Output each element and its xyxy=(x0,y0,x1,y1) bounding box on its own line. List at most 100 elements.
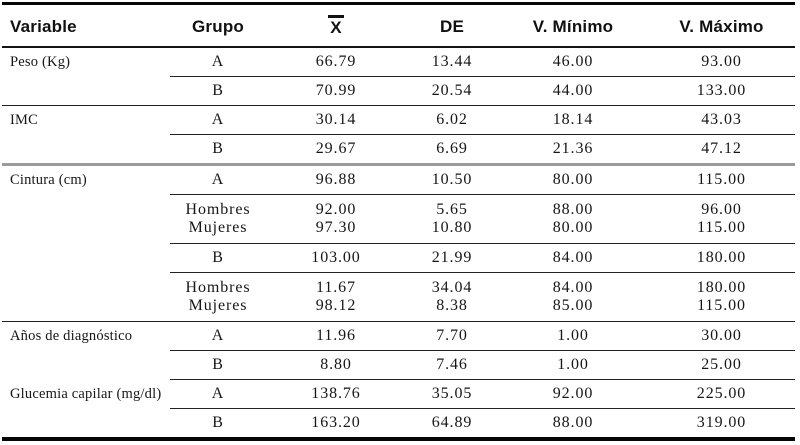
cell-grupo: A xyxy=(170,47,266,77)
cell-mean: 98.12 xyxy=(266,297,406,322)
cell-variable xyxy=(2,134,170,166)
cell-vmax: 319.00 xyxy=(696,414,747,431)
x-bar-symbol: X xyxy=(328,15,344,36)
cell-vmin: 1.00 xyxy=(498,350,648,380)
table-row: Hombres 11.67 34.04 84.00 180.00 xyxy=(2,273,795,298)
cell-mean: 8.80 xyxy=(266,350,406,380)
cell-variable: Años de diagnóstico xyxy=(10,328,133,345)
cell-grupo: Hombres xyxy=(185,201,251,218)
cell-de: 35.05 xyxy=(406,379,498,409)
cell-vmin: 84.00 xyxy=(552,279,594,296)
table-row: B 70.99 20.54 44.00 133.00 xyxy=(2,76,795,106)
table-header: Variable Grupo X DE V. Mínimo V. Máximo xyxy=(2,3,795,48)
cell-vmin: 88.00 xyxy=(552,201,594,218)
cell-mean: 11.96 xyxy=(266,321,406,351)
cell-mean: 96.88 xyxy=(266,164,406,195)
cell-mean: 92.00 xyxy=(315,201,357,218)
cell-mean: 30.14 xyxy=(266,105,406,135)
cell-variable xyxy=(2,351,170,380)
cell-vmin: 21.36 xyxy=(498,134,648,166)
table-row: Mujeres 98.12 8.38 85.00 115.00 xyxy=(2,297,795,322)
cell-grupo: A xyxy=(170,379,266,409)
cell-mean: 103.00 xyxy=(266,243,406,273)
cell-variable xyxy=(2,244,170,273)
cell-de: 5.65 xyxy=(436,201,468,218)
table-row: IMC A 30.14 6.02 18.14 43.03 xyxy=(2,105,795,135)
table-row: B 163.20 64.89 88.00 319.00 xyxy=(2,409,795,440)
col-header-vmax: V. Máximo xyxy=(648,3,795,48)
col-header-mean: X xyxy=(266,3,406,48)
cell-mean: 97.30 xyxy=(266,219,406,244)
cell-variable xyxy=(2,409,170,440)
cell-vmax: 225.00 xyxy=(648,379,795,409)
cell-de: 64.89 xyxy=(431,414,473,431)
cell-de: 7.46 xyxy=(406,350,498,380)
cell-vmin: 18.14 xyxy=(498,105,648,135)
cell-grupo: B xyxy=(170,243,266,273)
header-row: Variable Grupo X DE V. Mínimo V. Máximo xyxy=(2,3,795,48)
cell-variable: IMC xyxy=(10,112,38,129)
cell-vmin: 80.00 xyxy=(498,219,648,244)
cell-grupo: Hombres xyxy=(185,279,251,296)
cell-vmin: 85.00 xyxy=(498,297,648,322)
table-row: B 8.80 7.46 1.00 25.00 xyxy=(2,350,795,380)
cell-variable: Peso (Kg) xyxy=(10,54,71,71)
table-row: Peso (Kg) A 66.79 13.44 46.00 93.00 xyxy=(2,47,795,77)
table-row: B 103.00 21.99 84.00 180.00 xyxy=(2,243,795,273)
stats-table: Variable Grupo X DE V. Mínimo V. Máximo … xyxy=(2,2,795,441)
cell-de: 34.04 xyxy=(431,279,473,296)
cell-grupo: B xyxy=(170,76,266,106)
cell-vmax: 30.00 xyxy=(648,321,795,351)
cell-vmax: 133.00 xyxy=(648,76,795,106)
cell-grupo: Mujeres xyxy=(170,219,266,244)
cell-de: 10.50 xyxy=(406,164,498,195)
cell-vmax: 25.00 xyxy=(648,350,795,380)
cell-mean: 66.79 xyxy=(266,47,406,77)
cell-vmax: 115.00 xyxy=(648,164,795,195)
cell-de: 6.69 xyxy=(406,134,498,166)
cell-grupo: A xyxy=(170,105,266,135)
cell-vmax: 115.00 xyxy=(648,219,795,244)
cell-variable xyxy=(2,76,170,106)
cell-vmin: 88.00 xyxy=(552,414,594,431)
col-header-grupo: Grupo xyxy=(170,3,266,48)
cell-grupo: A xyxy=(170,164,266,195)
cell-variable: Glucemia capilar (mg/dl) xyxy=(10,386,162,402)
cell-vmin: 46.00 xyxy=(498,47,648,77)
cell-variable xyxy=(2,273,170,298)
table-row: Años de diagnóstico A 11.96 7.70 1.00 30.00 xyxy=(2,321,795,351)
cell-grupo: B xyxy=(170,134,266,166)
cell-de: 20.54 xyxy=(406,76,498,106)
table-row: B 29.67 6.69 21.36 47.12 xyxy=(2,134,795,166)
cell-mean: 163.20 xyxy=(311,414,361,431)
cell-de: 10.80 xyxy=(406,219,498,244)
cell-de: 13.44 xyxy=(406,47,498,77)
cell-vmin: 44.00 xyxy=(498,76,648,106)
table-body: Peso (Kg) A 66.79 13.44 46.00 93.00 B 70.99 20.5… xyxy=(2,47,795,439)
cell-de: 6.02 xyxy=(406,105,498,135)
cell-vmin: 84.00 xyxy=(498,243,648,273)
cell-vmax: 47.12 xyxy=(648,134,795,166)
cell-mean: 138.76 xyxy=(266,379,406,409)
cell-vmax: 96.00 xyxy=(701,201,742,218)
cell-mean: 11.67 xyxy=(316,279,356,296)
cell-mean: 29.67 xyxy=(266,134,406,166)
table-row: Hombres 92.00 5.65 88.00 96.00 xyxy=(2,195,795,220)
col-header-vmin: V. Mínimo xyxy=(498,3,648,48)
cell-vmin: 80.00 xyxy=(498,164,648,195)
col-header-de: DE xyxy=(406,3,498,48)
table-row: Glucemia capilar (mg/dl) A 138.76 35.05 92.0… xyxy=(2,379,795,409)
cell-grupo: A xyxy=(170,321,266,351)
cell-vmax: 115.00 xyxy=(648,297,795,322)
cell-variable xyxy=(2,297,170,322)
table-row: Cintura (cm) A 96.88 10.50 80.00 115.00 xyxy=(2,164,795,195)
cell-variable xyxy=(2,219,170,244)
cell-grupo: Mujeres xyxy=(170,297,266,322)
cell-grupo: B xyxy=(170,350,266,380)
cell-de: 7.70 xyxy=(406,321,498,351)
cell-variable xyxy=(2,195,170,220)
cell-vmax: 43.03 xyxy=(648,105,795,135)
cell-vmin: 1.00 xyxy=(498,321,648,351)
cell-vmax: 93.00 xyxy=(648,47,795,77)
cell-de: 8.38 xyxy=(406,297,498,322)
